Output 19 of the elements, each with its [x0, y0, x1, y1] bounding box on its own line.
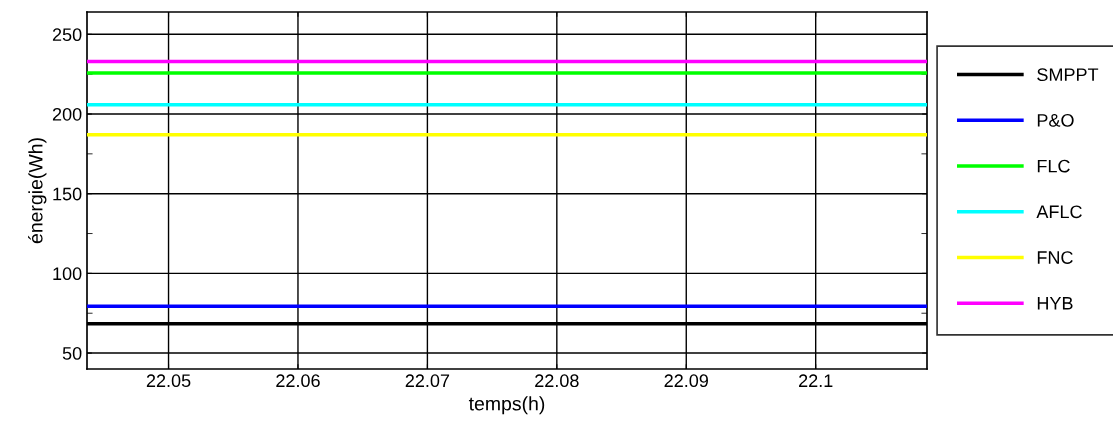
x-tick-label: 22.05	[146, 374, 191, 388]
y-tick-label: 200	[52, 107, 82, 121]
x-tick-label: 22.07	[405, 374, 450, 388]
legend-label: FLC	[1037, 159, 1070, 173]
x-axis-title: temps(h)	[468, 396, 545, 415]
legend-label: HYB	[1037, 297, 1073, 310]
x-tick-label: 22.1	[799, 374, 833, 387]
legend-label: SMPPT	[1037, 68, 1099, 82]
legend-label: AFLC	[1036, 205, 1082, 219]
legend-label: FNC	[1037, 251, 1073, 264]
x-tick-label: 22.08	[535, 374, 579, 388]
y-axis-title: énergie(Wh)	[28, 138, 47, 244]
y-tick-label: 150	[53, 187, 82, 201]
y-tick-label: 250	[52, 28, 82, 42]
y-tick-label: 50	[62, 347, 82, 360]
legend-label: P&O	[1037, 113, 1074, 127]
x-tick-label: 22.06	[276, 374, 320, 388]
y-tick-label: 100	[53, 267, 82, 281]
x-tick-label: 22.09	[664, 374, 708, 388]
